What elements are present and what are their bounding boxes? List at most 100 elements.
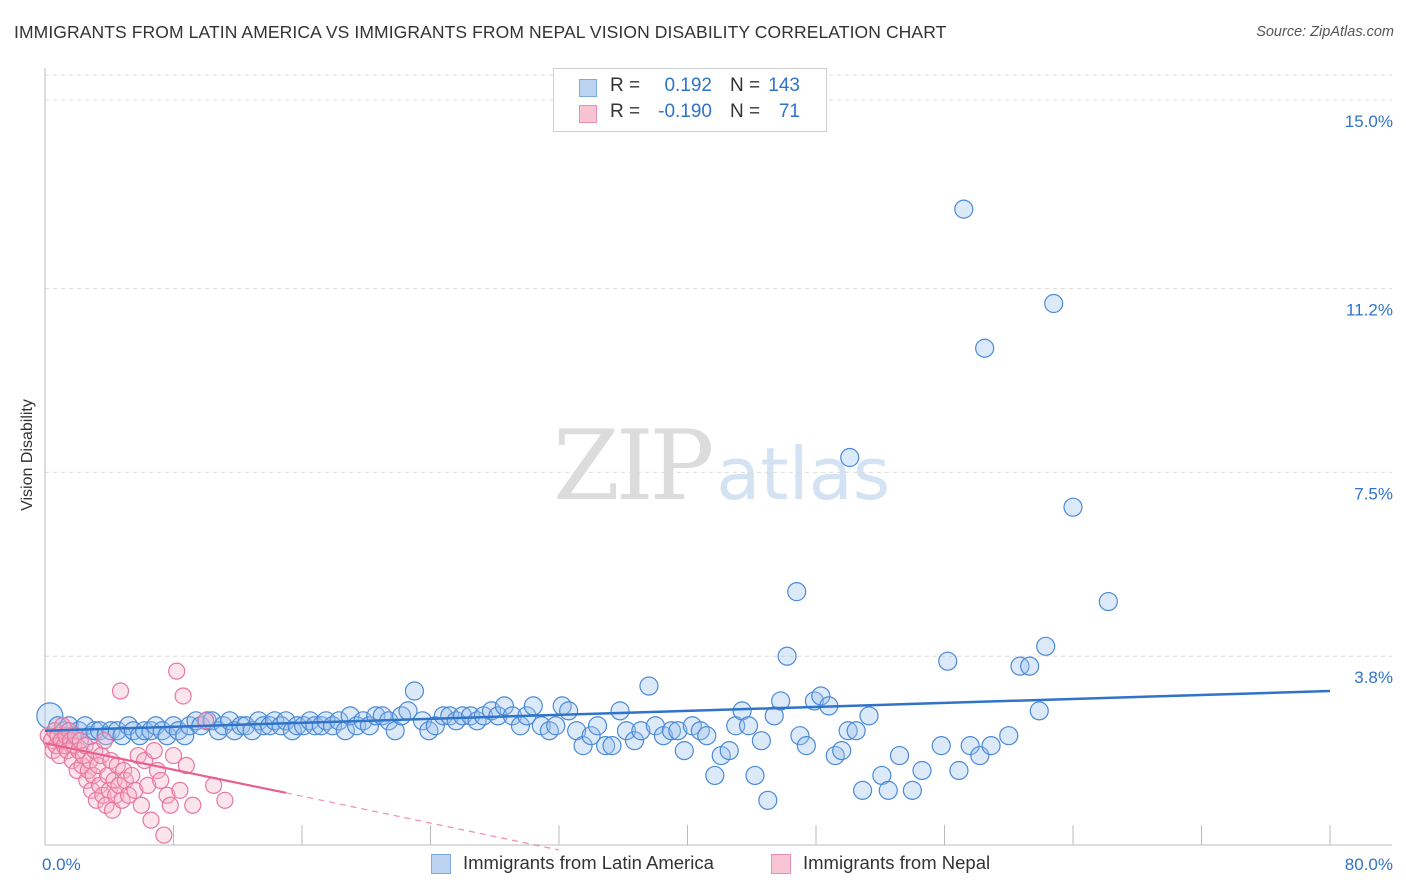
data-point-latin (1063, 497, 1083, 517)
series-label-latin: Immigrants from Latin America (463, 852, 714, 873)
data-point-nepal (177, 756, 195, 775)
data-point-latin (624, 731, 645, 751)
data-point-latin (276, 711, 296, 731)
data-point-latin (981, 736, 1001, 756)
series-swatch-latin (431, 854, 451, 874)
data-point-latin (573, 736, 593, 756)
data-point-latin (595, 736, 616, 756)
trendline-nepal (44, 742, 287, 794)
data-point-latin (494, 696, 514, 716)
series-label-nepal: Immigrants from Nepal (803, 852, 991, 873)
data-point-latin (902, 780, 922, 800)
data-point-latin (425, 716, 445, 736)
x-tick-label: 0.0% (42, 855, 81, 874)
data-point-latin (758, 790, 778, 810)
data-point-nepal (168, 662, 186, 680)
data-point-latin (453, 706, 473, 726)
series-legend-nepal: Immigrants from Nepal (771, 851, 1031, 877)
data-point-nepal (158, 786, 176, 804)
data-point-latin (999, 726, 1019, 746)
data-point-latin (101, 721, 121, 741)
data-point-nepal (164, 746, 183, 765)
data-point-latin (674, 741, 694, 761)
legend-n-value: 71 (778, 101, 800, 122)
data-point-latin (1044, 293, 1064, 314)
data-point-latin (631, 721, 651, 741)
y-tick-label: 11.2% (1346, 301, 1393, 320)
data-point-latin (639, 676, 659, 696)
data-point-latin (242, 721, 262, 741)
legend-r-value: -0.190 (658, 101, 712, 122)
data-point-nepal (111, 682, 130, 700)
legend-r-value: 0.192 (664, 75, 712, 96)
series-legend-latin: Immigrants from Latin America (431, 851, 751, 877)
y-tick-label: 3.8% (1354, 668, 1393, 687)
data-point-latin (738, 716, 759, 736)
legend-swatch-latin (579, 79, 597, 97)
data-point-nepal (126, 781, 144, 799)
data-point-latin (846, 721, 866, 741)
data-point-latin (777, 646, 797, 666)
data-point-latin (960, 736, 980, 756)
y-tick-label: 7.5% (1354, 484, 1393, 503)
data-point-nepal (216, 791, 234, 809)
data-point-latin (840, 447, 860, 468)
data-point-nepal (152, 771, 170, 790)
data-point-latin (832, 741, 852, 761)
data-point-latin (1020, 656, 1040, 676)
data-point-latin (804, 691, 824, 711)
data-point-nepal (171, 781, 189, 799)
data-point-latin (949, 760, 969, 781)
data-point-latin (931, 736, 951, 756)
data-point-latin (852, 780, 873, 800)
legend-row-latin: R = 0.192 N = 143 (554, 75, 824, 101)
y-tick-label: 15.0% (1345, 112, 1393, 131)
data-point-latin (661, 721, 682, 741)
data-point-latin (690, 721, 710, 741)
data-point-latin (954, 199, 974, 219)
data-point-latin (811, 686, 831, 706)
data-point-latin (745, 765, 765, 786)
data-point-latin (265, 711, 285, 731)
data-point-nepal (184, 796, 202, 814)
data-point-latin (581, 726, 601, 746)
x-tick-label: 80.0% (1345, 855, 1393, 874)
data-point-nepal (95, 732, 114, 750)
data-point-latin (587, 716, 608, 736)
data-point-nepal (139, 776, 157, 794)
data-point-latin (796, 736, 816, 756)
legend-swatch-nepal (579, 105, 597, 123)
data-point-latin (1029, 701, 1049, 721)
data-point-latin (697, 726, 717, 746)
data-point-latin (523, 696, 543, 716)
data-point-nepal (63, 751, 81, 770)
trendline-nepal-extension (285, 792, 560, 851)
data-point-latin (825, 745, 845, 766)
data-point-latin (546, 716, 566, 736)
data-point-latin (838, 721, 858, 741)
data-point-latin (610, 701, 630, 721)
data-point-latin (975, 338, 995, 358)
data-point-latin (616, 721, 637, 741)
legend-r-label: R = (610, 101, 641, 122)
data-point-nepal (123, 766, 141, 785)
data-point-latin (1098, 591, 1118, 612)
stats-legend: R = 0.192 N = 143 R = -0.190 N = 71 (553, 68, 827, 132)
data-point-latin (705, 765, 725, 786)
data-point-latin (412, 711, 433, 731)
data-point-latin (859, 706, 879, 726)
data-point-nepal (174, 687, 192, 705)
data-point-latin (668, 721, 688, 741)
data-point-latin (912, 760, 932, 781)
data-point-latin (1010, 656, 1030, 676)
data-point-latin (889, 745, 910, 766)
data-point-latin (790, 726, 810, 746)
data-point-latin (878, 780, 898, 800)
data-point-latin (1036, 636, 1056, 656)
legend-n-label: N = (730, 75, 761, 96)
data-point-latin (602, 736, 622, 756)
data-point-nepal (145, 742, 163, 760)
trendline-latin (44, 689, 1331, 732)
data-point-latin (539, 721, 559, 741)
